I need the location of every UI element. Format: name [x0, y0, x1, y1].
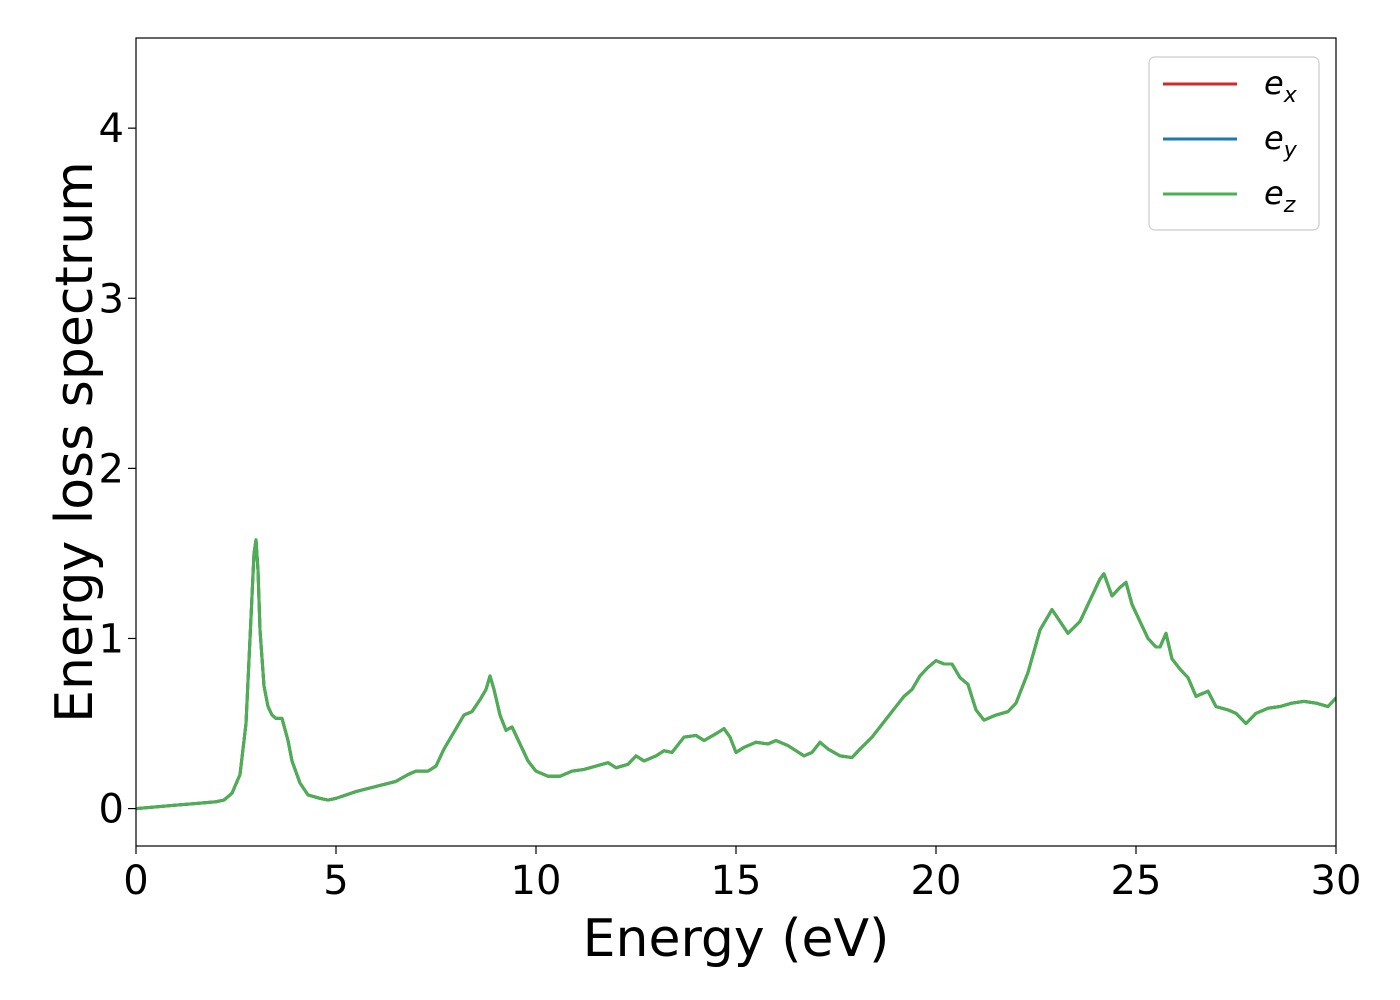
x-tick-label: 30 — [1311, 858, 1362, 904]
y-tick-label: 0 — [99, 787, 124, 833]
legend-label-ex: ex — [1264, 64, 1298, 108]
x-axis-label: Energy (eV) — [583, 909, 890, 969]
y-tick-label: 1 — [99, 616, 124, 662]
y-tick-label: 4 — [99, 106, 124, 152]
legend: ex ey ez — [1148, 56, 1320, 231]
x-tick-label: 10 — [511, 858, 562, 904]
legend-label-ez: ez — [1264, 174, 1296, 218]
series-line-ez — [136, 538, 1336, 811]
x-axis-ticks: 0 5 10 15 20 25 30 — [123, 846, 1361, 904]
legend-box — [1148, 56, 1320, 231]
y-tick-label: 3 — [99, 276, 124, 322]
y-axis-ticks: 0 1 2 3 4 — [99, 106, 136, 833]
series-line-ey — [136, 538, 1336, 811]
x-tick-label: 15 — [711, 858, 762, 904]
x-tick-label: 20 — [911, 858, 962, 904]
y-tick-label: 2 — [99, 446, 124, 492]
y-axis-label: Energy loss spectrum — [45, 161, 105, 723]
series-line-ex — [136, 538, 1336, 811]
x-tick-label: 25 — [1111, 858, 1162, 904]
x-tick-label: 0 — [123, 858, 148, 904]
x-tick-label: 5 — [323, 858, 348, 904]
series-curves — [136, 538, 1336, 811]
legend-label-ey: ey — [1264, 119, 1298, 163]
